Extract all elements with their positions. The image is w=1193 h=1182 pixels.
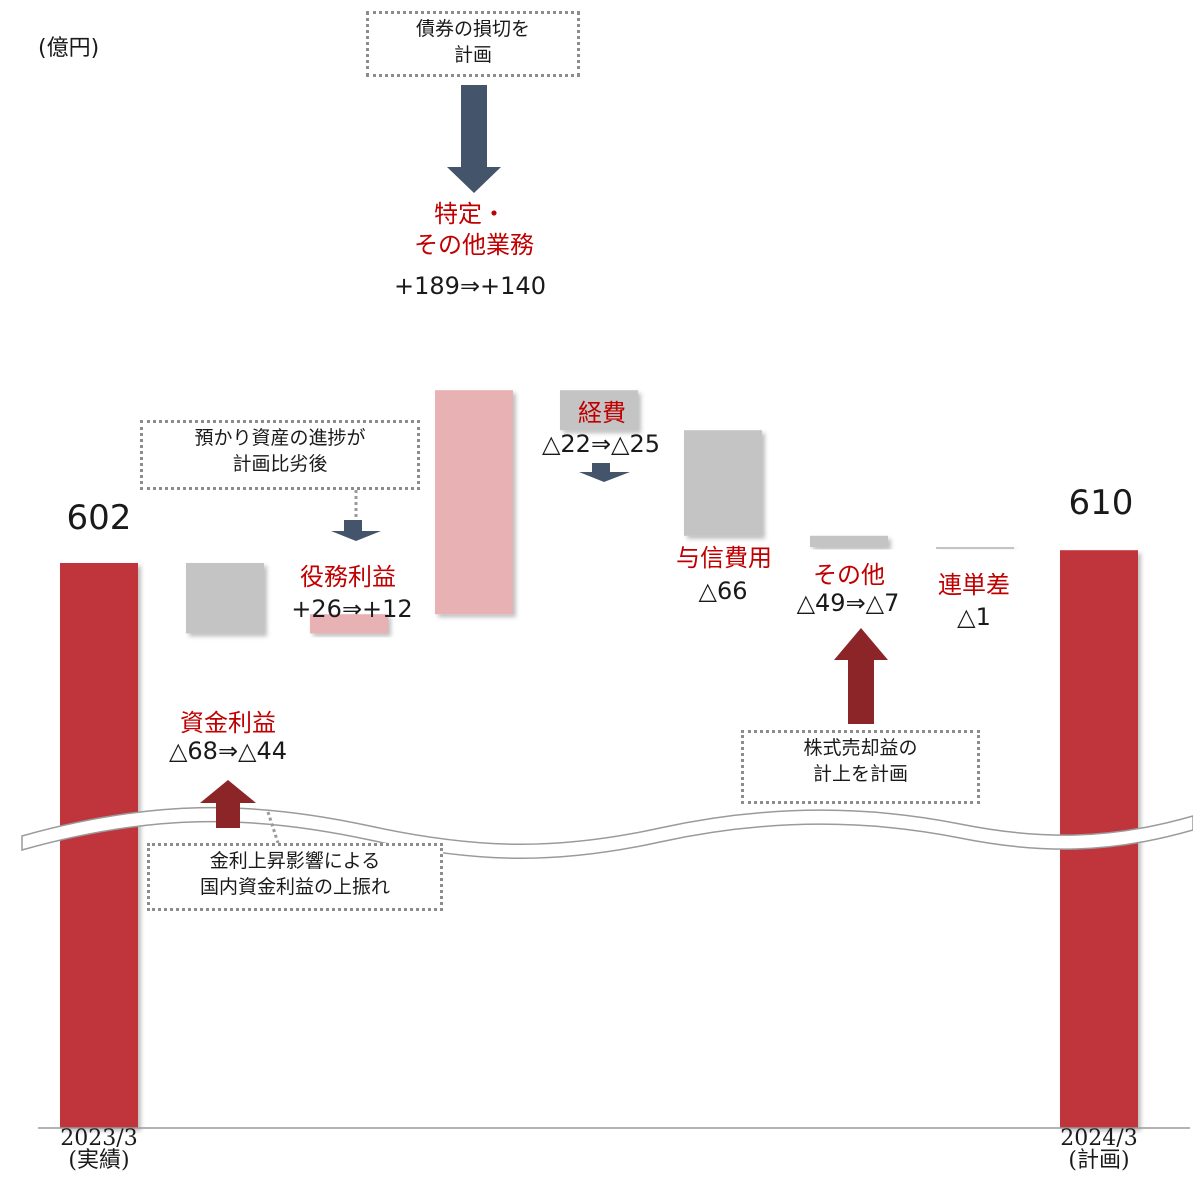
note-deposit-line1: 預かり資産の進捗が: [194, 427, 366, 449]
bar-step-1: [186, 563, 264, 634]
arrow-down-expense: [579, 463, 630, 482]
step-value-fee: +26⇒+12: [291, 595, 413, 623]
start-value: 602: [66, 498, 132, 538]
bar-step-3: [435, 390, 513, 615]
step-label-expense: 経費: [578, 399, 626, 427]
arrow-up-stock: [834, 628, 888, 724]
step-label-fee: 役務利益: [300, 563, 396, 591]
step-label-interest: 資金利益: [180, 709, 276, 737]
note-stock-line1: 株式売却益の: [803, 737, 918, 759]
step-value-expense: △22⇒△25: [541, 430, 661, 458]
step-value-credit: △66: [698, 577, 748, 605]
step-value-consolidation: △1: [957, 603, 991, 631]
bar-step-7: [936, 547, 1014, 549]
step-label-credit: 与信費用: [676, 544, 772, 572]
note-bond-line1: 債券の損切を: [415, 18, 530, 40]
arrow-down-bond: [447, 85, 501, 193]
step-value-other-business: +189⇒+140: [394, 272, 546, 300]
bar-start-total: [60, 563, 138, 1128]
x-tick-start-year: 2023/3: [60, 1126, 138, 1151]
step-label-consolidation: 連単差: [938, 571, 1010, 599]
end-value: 610: [1068, 483, 1134, 523]
note-rate-line1: 金利上昇影響による: [209, 850, 381, 872]
step-value-interest: △68⇒△44: [168, 737, 288, 765]
x-tick-end-year: 2024/3: [1060, 1126, 1138, 1151]
step-label-other-business-2: その他業務: [414, 231, 534, 259]
arrow-down-fee: [331, 490, 381, 541]
x-tick-end-sub: (計画): [1068, 1148, 1130, 1173]
step-value-other: △49⇒△7: [796, 589, 900, 617]
bar-step-6: [810, 535, 888, 547]
note-stock: 株式売却益の 計上を計画: [741, 730, 980, 804]
note-bond-line2: 計画: [453, 44, 492, 66]
unit-label: (億円): [38, 36, 100, 61]
bar-step-2: [310, 614, 388, 634]
note-rate-line2: 国内資金利益の上振れ: [199, 876, 390, 898]
note-deposit: 預かり資産の進捗が 計画比劣後: [140, 420, 420, 490]
note-rate: 金利上昇影響による 国内資金利益の上振れ: [147, 843, 443, 911]
arrow-up-interest: [200, 780, 280, 844]
step-label-other-business-1: 特定・: [434, 200, 506, 228]
note-deposit-line2: 計画比劣後: [232, 453, 328, 475]
x-tick-start: 2023/3 (実績): [60, 1128, 137, 1172]
bar-step-4: [560, 390, 638, 431]
note-bond: 債券の損切を 計画: [366, 11, 580, 77]
bar-step-5: [684, 430, 762, 536]
step-label-other: その他: [813, 561, 885, 589]
x-tick-end: 2024/3 (計画): [1060, 1128, 1137, 1172]
x-tick-start-sub: (実績): [68, 1148, 130, 1173]
note-stock-line2: 計上を計画: [812, 763, 908, 785]
